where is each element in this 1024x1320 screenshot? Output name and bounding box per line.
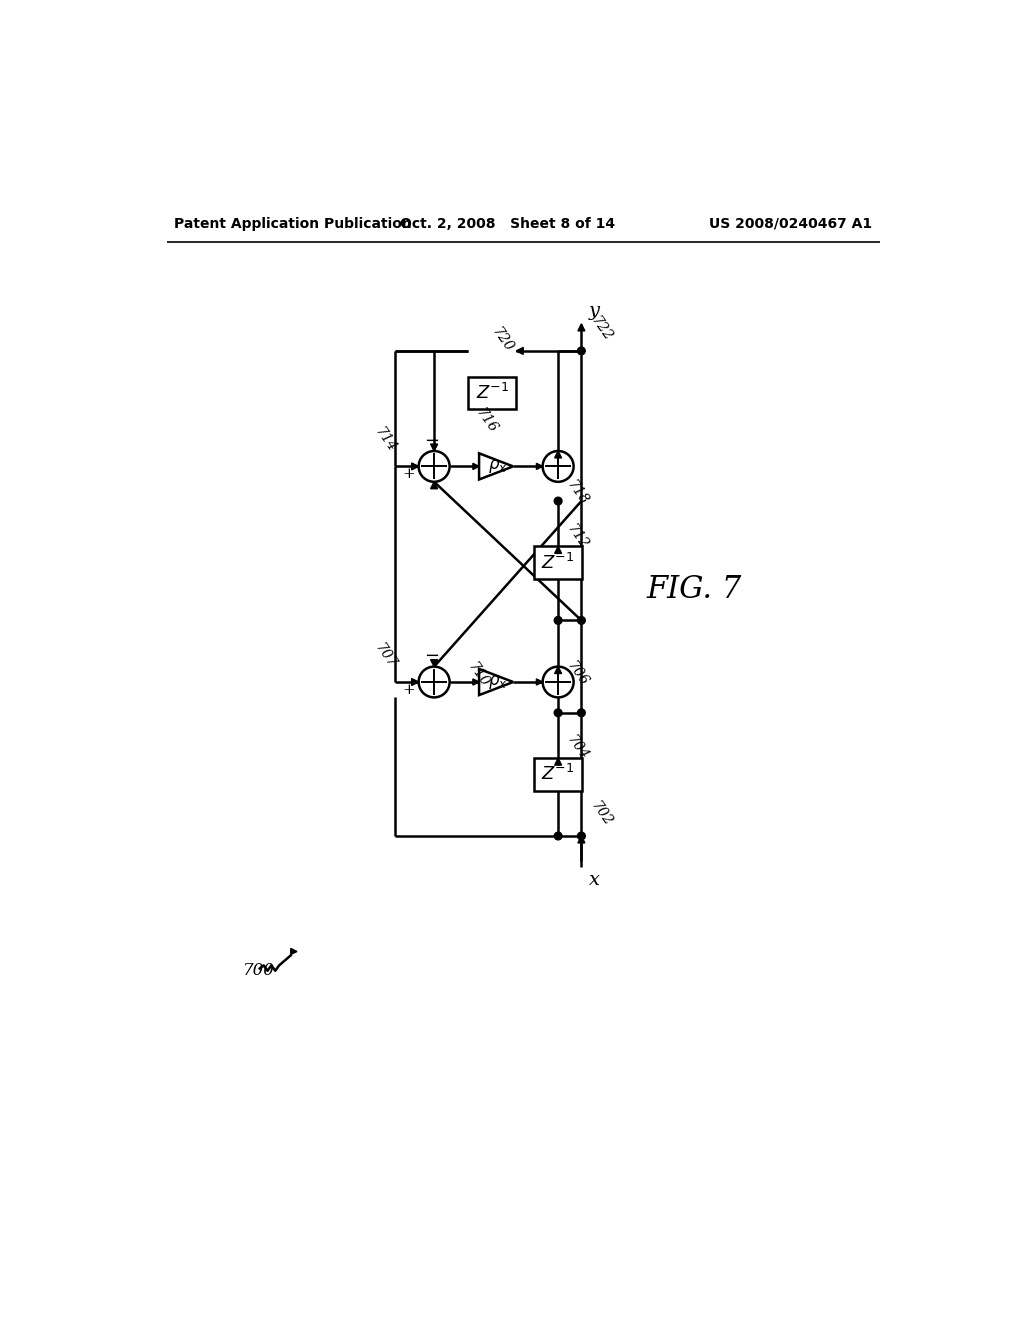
Text: 700: 700 <box>243 962 274 979</box>
Text: +: + <box>402 682 415 697</box>
Text: $Z^{-1}$: $Z^{-1}$ <box>475 383 509 404</box>
Circle shape <box>554 616 562 624</box>
Circle shape <box>554 832 562 840</box>
Text: 707: 707 <box>372 640 399 671</box>
Polygon shape <box>431 660 437 667</box>
Text: 720: 720 <box>488 325 515 355</box>
Polygon shape <box>578 323 585 331</box>
Text: 706: 706 <box>564 659 591 688</box>
Text: Oct. 2, 2008   Sheet 8 of 14: Oct. 2, 2008 Sheet 8 of 14 <box>400 216 615 231</box>
Text: 722: 722 <box>588 313 614 343</box>
Polygon shape <box>479 453 513 479</box>
Circle shape <box>554 498 562 506</box>
Polygon shape <box>431 482 437 488</box>
Text: $Z^{-1}$: $Z^{-1}$ <box>542 553 574 573</box>
Text: 702: 702 <box>588 799 614 829</box>
Text: +: + <box>402 467 415 480</box>
Text: US 2008/0240467 A1: US 2008/0240467 A1 <box>709 216 872 231</box>
Text: 704: 704 <box>564 733 591 763</box>
Text: $Z^{-1}$: $Z^{-1}$ <box>542 764 574 784</box>
Text: $\rho_x$: $\rho_x$ <box>487 458 508 475</box>
Text: Patent Application Publication: Patent Application Publication <box>174 216 413 231</box>
Text: −: − <box>424 432 439 449</box>
Text: 716: 716 <box>473 405 500 436</box>
Circle shape <box>578 832 586 840</box>
Bar <box>535 546 583 578</box>
Polygon shape <box>555 546 561 553</box>
Polygon shape <box>431 444 437 451</box>
Polygon shape <box>516 347 523 354</box>
Polygon shape <box>555 451 561 458</box>
Circle shape <box>554 709 562 717</box>
Text: 718: 718 <box>564 478 591 507</box>
Text: −: − <box>424 647 439 665</box>
Polygon shape <box>537 678 543 685</box>
Text: x: x <box>589 871 600 888</box>
Text: 710: 710 <box>465 660 492 689</box>
Circle shape <box>578 347 586 355</box>
Bar <box>468 378 516 409</box>
Polygon shape <box>412 463 419 470</box>
Circle shape <box>578 616 586 624</box>
Polygon shape <box>555 758 561 766</box>
Polygon shape <box>578 836 585 843</box>
Polygon shape <box>412 678 419 685</box>
Polygon shape <box>537 463 543 470</box>
Polygon shape <box>473 463 479 470</box>
Text: FIG. 7: FIG. 7 <box>646 574 741 605</box>
Text: 714: 714 <box>372 425 399 455</box>
Text: 712: 712 <box>564 521 591 552</box>
Polygon shape <box>479 669 513 696</box>
Text: $\rho_x$: $\rho_x$ <box>487 673 508 690</box>
Polygon shape <box>473 678 479 685</box>
Circle shape <box>578 709 586 717</box>
Polygon shape <box>291 948 297 954</box>
Text: y: y <box>589 302 600 321</box>
Polygon shape <box>555 667 561 673</box>
Bar <box>535 758 583 791</box>
